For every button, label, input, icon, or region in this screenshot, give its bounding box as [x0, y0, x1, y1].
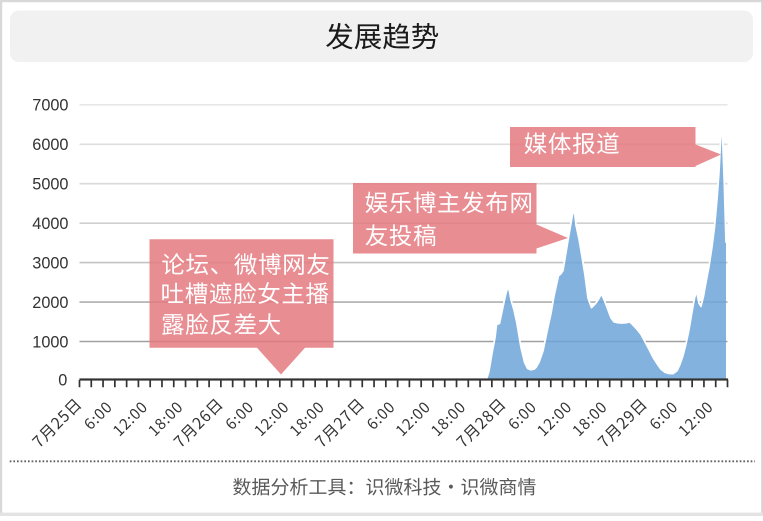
svg-text:3000: 3000 — [32, 255, 68, 273]
svg-text:5000: 5000 — [32, 176, 68, 194]
svg-text:0: 0 — [58, 372, 67, 390]
svg-text:7000: 7000 — [32, 97, 68, 115]
svg-text:1000: 1000 — [32, 333, 68, 351]
svg-text:2000: 2000 — [32, 294, 68, 312]
svg-text:6000: 6000 — [32, 136, 68, 154]
svg-text:4000: 4000 — [32, 215, 68, 233]
